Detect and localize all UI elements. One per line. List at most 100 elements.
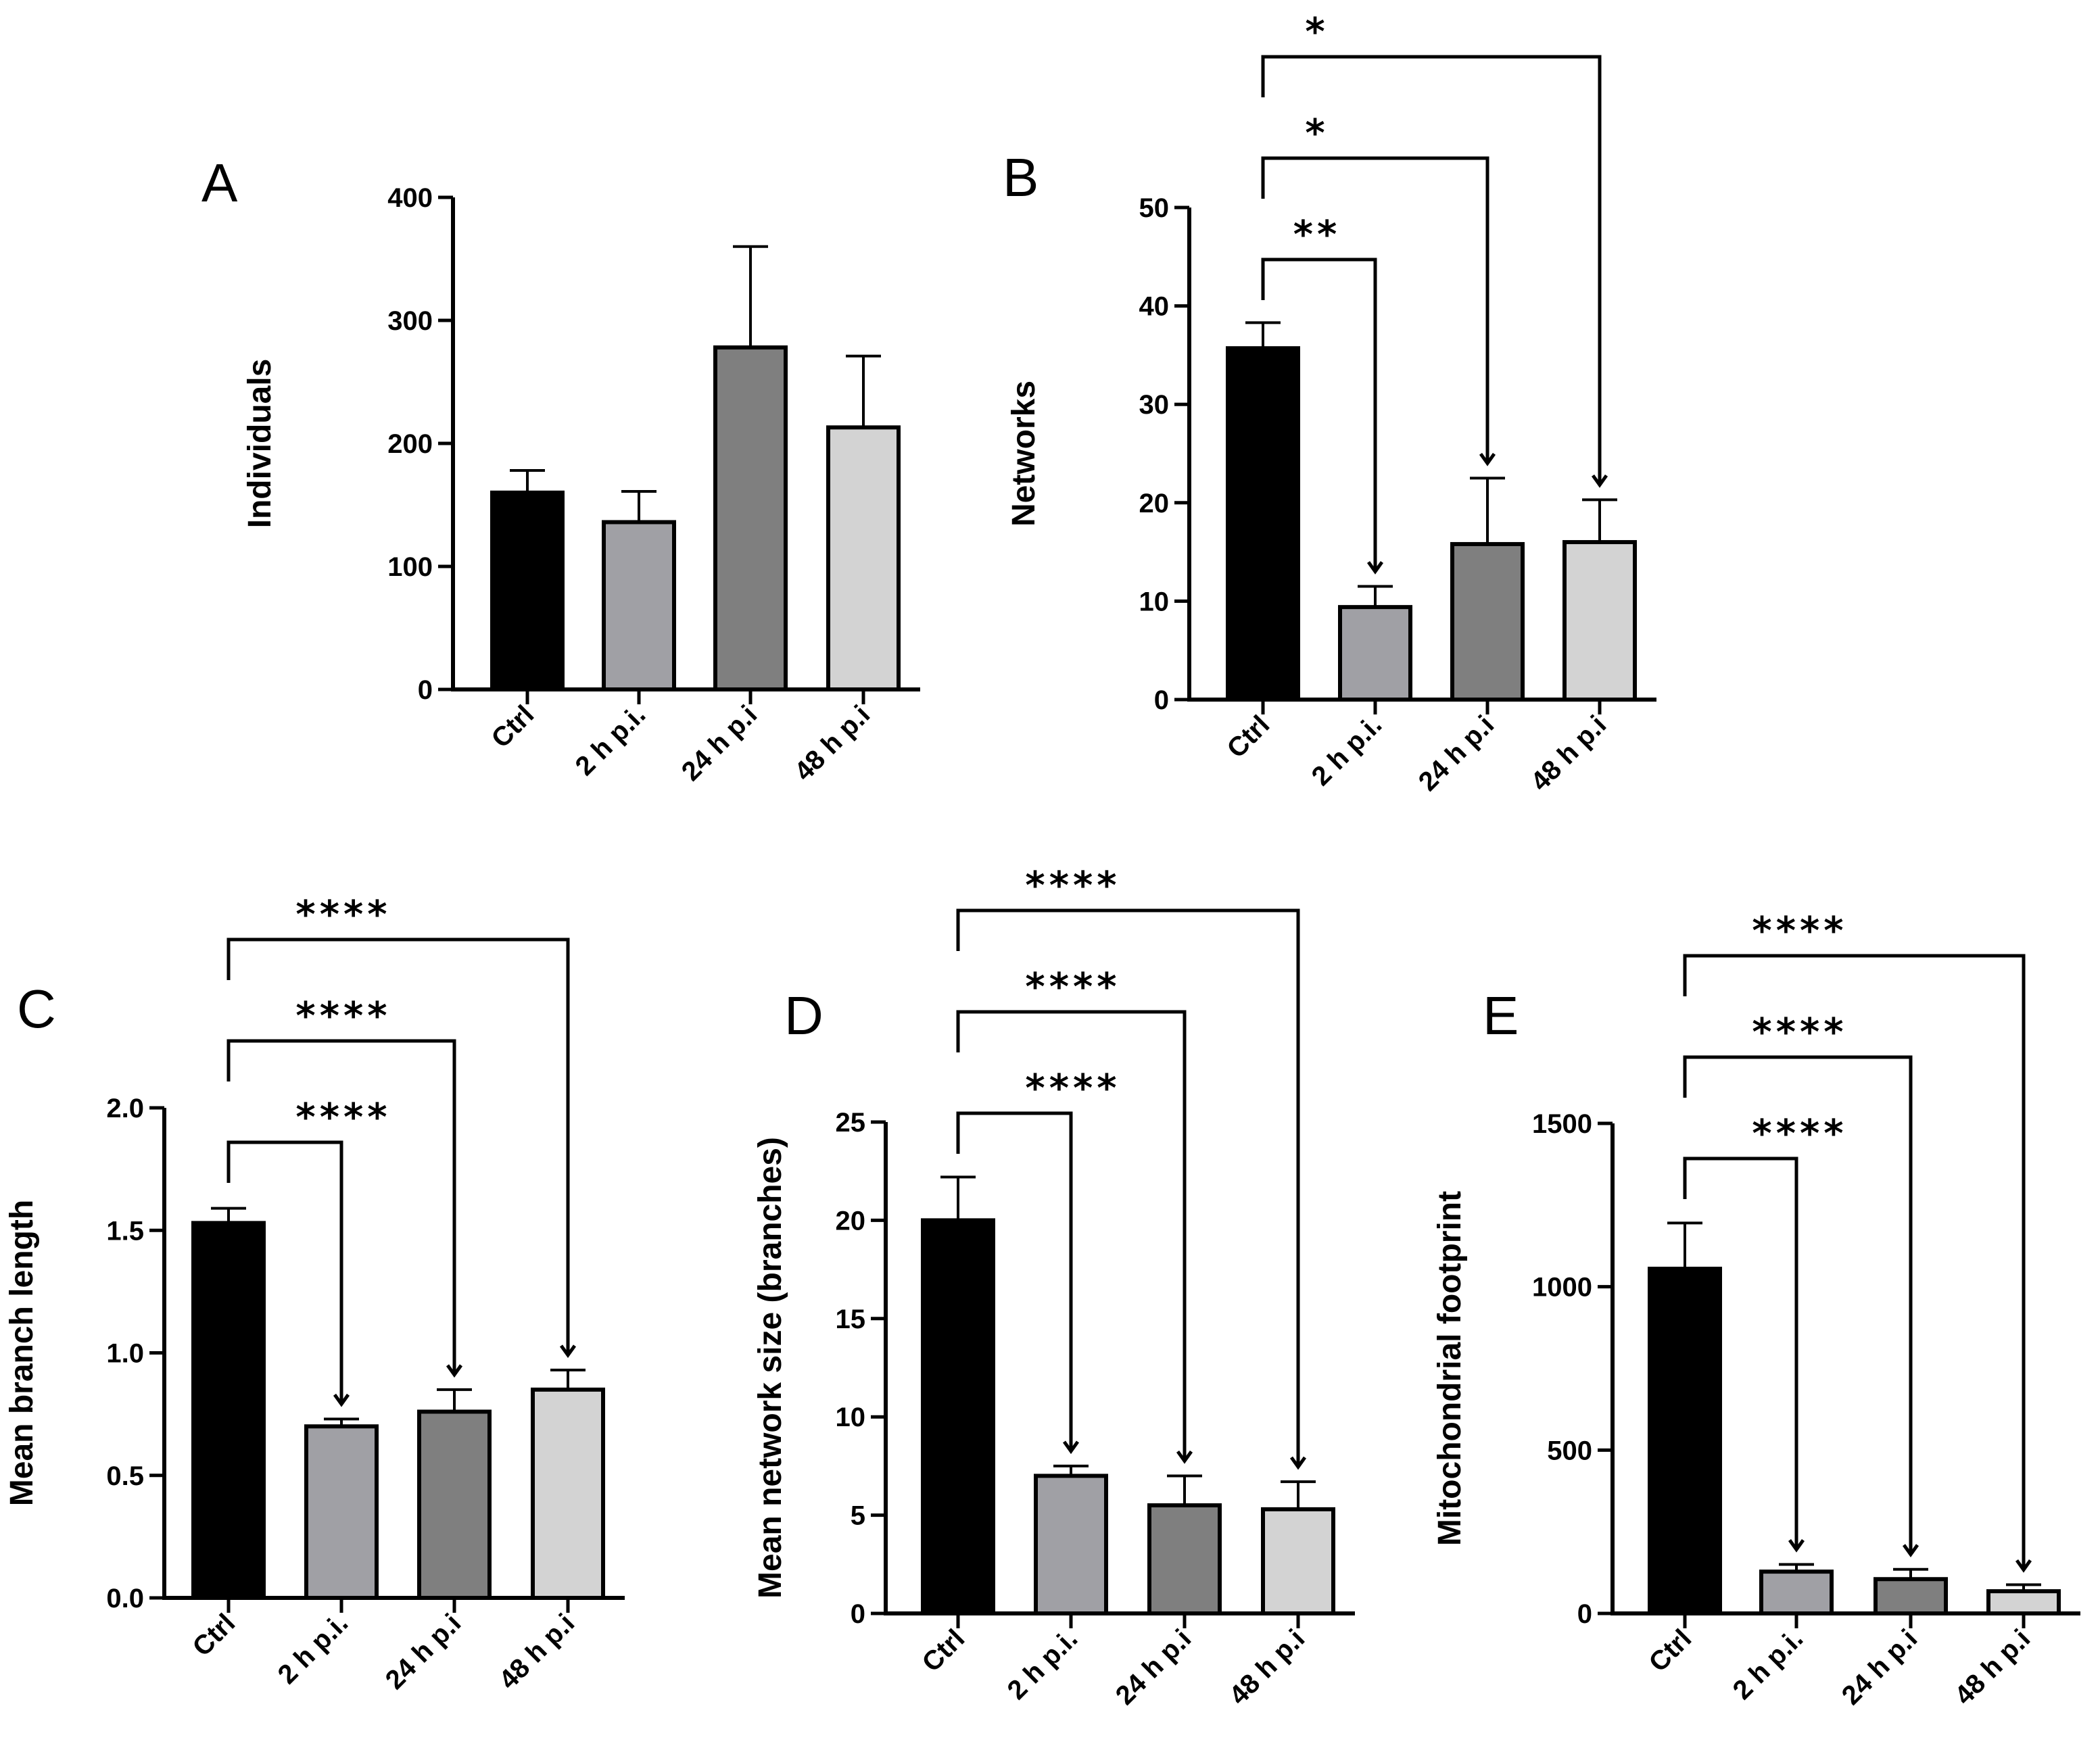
significance-label: **** [295, 994, 391, 1038]
significance-bracket [226, 1039, 456, 1375]
significance-label: **** [1752, 909, 1847, 953]
bracket-arrow [333, 1393, 350, 1407]
bar-0 [1648, 1267, 1722, 1616]
significance-label: **** [295, 1096, 391, 1140]
y-axis-title: Mitochondrial footprint [1432, 1191, 1468, 1546]
bracket-arrow [1902, 1544, 1919, 1558]
chart-panel-b: B Networks 0 10 20 30 40 50 Ctrl 2 h p.i. 24 h p.i… [1003, 10, 1656, 797]
x-tick-label: Ctrl [486, 700, 540, 754]
y-tick-label: 10 [1139, 587, 1170, 616]
chart-panel-d: D Mean network size (branches) 0 5 10 15 20 25 C… [753, 864, 1355, 1711]
y-tick-label: 1.0 [106, 1339, 144, 1369]
significance-bracket [956, 908, 1300, 1467]
significance-label: **** [295, 893, 391, 937]
bracket-arrow [1479, 452, 1496, 466]
x-tick-label: 48 h p.i [1525, 710, 1613, 797]
bar-2 [417, 1409, 492, 1600]
bar-0 [1226, 346, 1300, 702]
significance-bracket [1261, 258, 1377, 572]
bar-2 [1450, 541, 1525, 702]
significance-bracket [226, 1140, 343, 1405]
panel-letter: A [201, 153, 238, 213]
bracket-arrow [446, 1364, 463, 1378]
significance-bracket [1683, 1157, 1798, 1550]
bracket-arrow [1366, 561, 1384, 575]
y-tick-label: 0 [1154, 685, 1169, 715]
y-axis-title: Networks [1006, 381, 1042, 527]
significance-bracket [1261, 55, 1602, 485]
bar-3 [1261, 1507, 1335, 1615]
y-tick-label: 2.0 [106, 1094, 144, 1123]
y-tick-label: 1000 [1532, 1273, 1592, 1303]
significance-bracket [1683, 954, 2026, 1570]
x-tick-label: 48 h p.i [494, 1608, 581, 1695]
bar-3 [1986, 1589, 2061, 1615]
panel-letter: C [17, 979, 56, 1039]
bar-2 [713, 345, 788, 691]
x-tick-label: 24 h p.i [676, 700, 763, 787]
bar-1 [1759, 1570, 1834, 1615]
y-tick-label: 100 [387, 552, 433, 582]
y-tick-label: 0 [418, 675, 433, 705]
bracket-arrow [1289, 1456, 1307, 1470]
bar-3 [1562, 540, 1637, 702]
x-tick-label: 2 h p.i. [1002, 1624, 1084, 1705]
bar-1 [602, 520, 676, 691]
bar-2 [1874, 1577, 1948, 1615]
bar-1 [1338, 605, 1412, 702]
bar-0 [490, 490, 565, 691]
x-tick-label: Ctrl [917, 1624, 971, 1678]
y-tick-label: 40 [1139, 292, 1170, 322]
x-tick-label: Ctrl [1644, 1624, 1698, 1678]
x-tick-label: 2 h p.i. [272, 1608, 354, 1690]
bracket-arrow [1591, 474, 1608, 488]
y-tick-label: 1500 [1532, 1109, 1592, 1139]
x-tick-label: 48 h p.i [1949, 1624, 2036, 1711]
y-tick-label: 50 [1139, 193, 1170, 223]
y-tick-label: 20 [836, 1206, 866, 1236]
y-tick-label: 0.0 [106, 1584, 144, 1613]
x-tick-label: 48 h p.i [1224, 1624, 1311, 1711]
significance-label: **** [1025, 864, 1120, 908]
bar-0 [191, 1221, 266, 1600]
y-tick-label: 25 [836, 1108, 866, 1138]
y-axis-title: Individuals [242, 359, 278, 529]
significance-label: * [1305, 112, 1329, 155]
x-tick-label: 24 h p.i [1110, 1624, 1197, 1711]
significance-label: * [1305, 10, 1329, 54]
bar-1 [1034, 1474, 1108, 1615]
y-axis-title: Mean network size (branches) [753, 1137, 788, 1599]
significance-bracket [226, 938, 570, 1355]
y-tick-label: 0 [1577, 1599, 1592, 1629]
y-tick-label: 10 [836, 1403, 866, 1432]
y-axis-title: Mean branch length [4, 1200, 40, 1506]
bar-1 [304, 1424, 379, 1600]
chart-panel-c: C Mean branch length 0.0 0.5 1.0 1.5 2.0 Ctrl 2 … [4, 893, 625, 1695]
y-tick-label: 500 [1547, 1436, 1592, 1465]
significance-label: **** [1752, 1112, 1847, 1156]
x-tick-label: 24 h p.i [1413, 710, 1500, 797]
panel-letter: B [1003, 147, 1039, 208]
y-tick-label: 1.5 [106, 1216, 144, 1246]
panel-letter: D [784, 986, 824, 1046]
significance-bracket [956, 1111, 1073, 1451]
x-tick-label: Ctrl [1222, 710, 1276, 764]
y-tick-label: 200 [387, 429, 433, 459]
significance-label: **** [1025, 965, 1120, 1009]
y-tick-label: 300 [387, 306, 433, 336]
x-tick-label: 2 h p.i. [570, 700, 652, 781]
significance-label: ** [1293, 213, 1341, 257]
x-tick-label: 2 h p.i. [1727, 1624, 1809, 1705]
y-tick-label: 15 [836, 1305, 866, 1334]
significance-bracket [1683, 1055, 1913, 1555]
bar-3 [826, 425, 901, 692]
y-tick-label: 0.5 [106, 1461, 144, 1491]
significance-bracket [956, 1010, 1187, 1461]
bar-3 [531, 1387, 605, 1600]
x-tick-label: 24 h p.i [1836, 1624, 1924, 1711]
chart-panel-e: E Mitochondrial footprint 0 500 1000 1500 Ctrl… [1432, 909, 2080, 1711]
significance-bracket [1261, 156, 1489, 464]
x-tick-label: 2 h p.i. [1306, 710, 1388, 792]
y-tick-label: 400 [387, 183, 433, 213]
